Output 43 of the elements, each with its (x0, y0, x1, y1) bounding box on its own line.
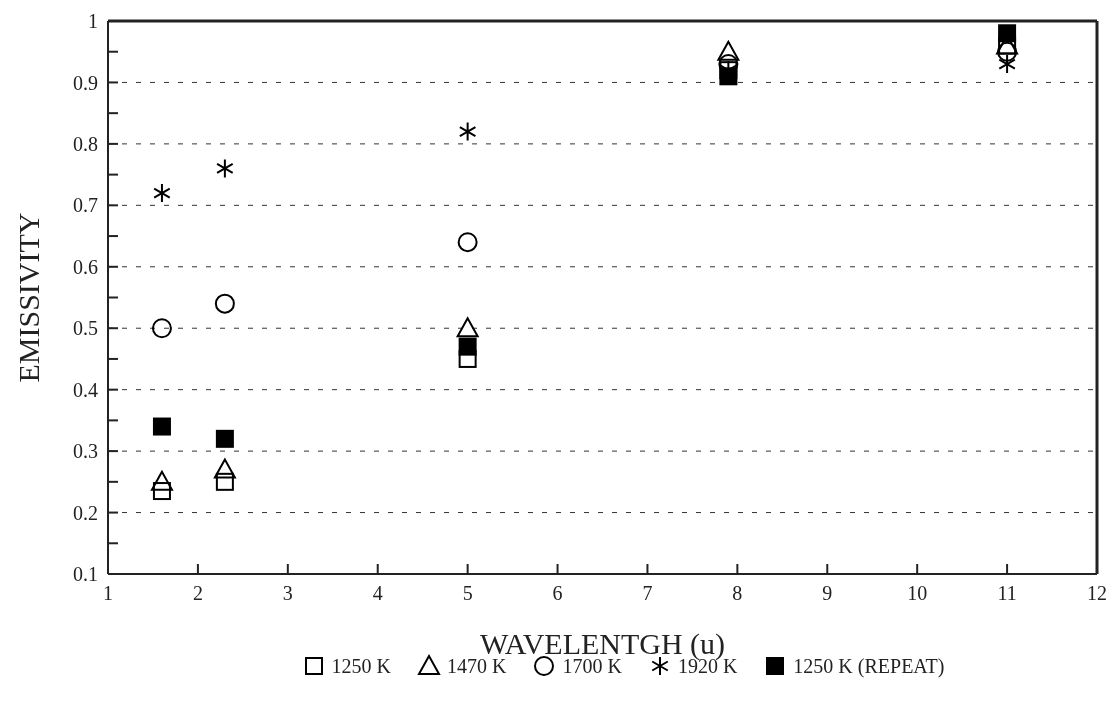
y-axis-title: EMISSIVITY (11, 212, 45, 383)
x-tick-label: 2 (192, 582, 203, 605)
legend-label: 1470 K (446, 654, 507, 678)
point (458, 121, 477, 142)
point (216, 158, 234, 179)
x-tick-label: 1 (103, 582, 113, 605)
point (458, 337, 477, 356)
point (456, 317, 479, 338)
point (215, 429, 234, 448)
y-tick-label: 0.8 (73, 132, 98, 155)
x-tick-label: 8 (732, 582, 743, 605)
point (150, 470, 173, 491)
point (214, 293, 235, 314)
point (998, 54, 1016, 75)
y-tick-label: 1 (88, 10, 98, 33)
y-tick-label: 0.4 (73, 378, 98, 401)
x-tick-label: 5 (462, 582, 473, 605)
legend-label: 1250 K (REPEAT) (793, 654, 945, 678)
x-tick-label: 4 (372, 582, 383, 605)
legend-label: 1700 K (562, 654, 622, 678)
y-tick-label: 0.7 (73, 194, 98, 217)
point (997, 41, 1018, 62)
point (152, 417, 171, 436)
point (717, 40, 740, 61)
legend-label: 1250 K (331, 654, 391, 678)
y-tick-label: 0.2 (73, 501, 98, 524)
y-tick-label: 0.5 (73, 317, 98, 340)
y-tick-label: 0.3 (73, 440, 98, 463)
x-tick-label: 11 (997, 582, 1017, 605)
point (153, 183, 171, 204)
x-tick-label: 6 (552, 582, 563, 605)
y-tick-label: 0.1 (73, 563, 98, 586)
y-tick-label: 0.6 (73, 255, 98, 278)
x-tick-label: 12 (1087, 582, 1107, 605)
point (998, 24, 1017, 43)
point (213, 458, 236, 479)
point (457, 232, 478, 253)
x-tick-label: 3 (282, 582, 293, 605)
x-tick-label: 9 (822, 582, 833, 605)
x-tick-label: 10 (907, 582, 928, 605)
x-tick-label: 7 (642, 582, 653, 605)
point (151, 318, 172, 339)
y-tick-label: 0.9 (73, 71, 98, 94)
